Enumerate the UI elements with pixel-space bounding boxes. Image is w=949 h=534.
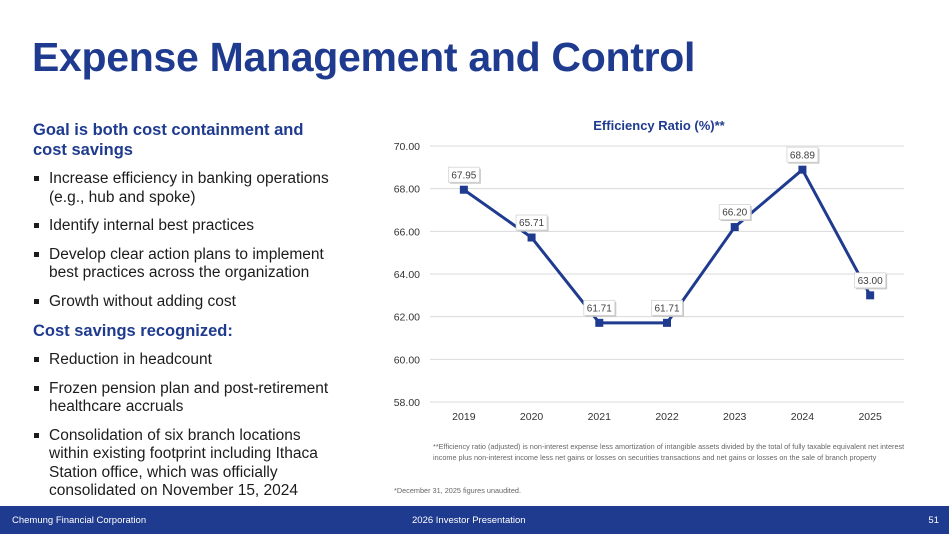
data-label-box <box>786 146 819 163</box>
y-tick-label: 70.00 <box>394 141 420 153</box>
square-bullet-icon <box>34 357 39 362</box>
bullet-item: Consolidation of six branch locations wi… <box>33 427 333 501</box>
square-bullet-icon <box>34 432 39 438</box>
bullet-text: Develop clear action plans to implement … <box>49 245 324 282</box>
data-label-box <box>515 214 548 231</box>
efficiency-ratio-chart: Efficiency Ratio (%)** 58.00 60.00 62.00 64.… <box>360 110 920 440</box>
chart-svg: Efficiency Ratio (%)** 58.00 60.00 62.00 64.… <box>394 118 904 423</box>
data-label-box <box>447 166 480 183</box>
square-bullet-icon <box>34 298 39 304</box>
data-label-box <box>583 299 616 316</box>
bullet-text: Frozen pension plan and post-retirement … <box>49 379 329 416</box>
goal-heading: Goal is both cost containment and cost s… <box>33 121 304 159</box>
unaudited-footnote: *December 31, 2025 figures unaudited. <box>394 486 521 495</box>
data-point-marker <box>866 291 875 300</box>
bullet-item: Increase efficiency in banking operation… <box>33 170 333 207</box>
y-tick-label: 60.00 <box>394 354 420 366</box>
data-label: 68.89 <box>790 150 815 161</box>
efficiency-footnote: **Efficiency ratio (adjusted) is non-int… <box>433 442 905 462</box>
footer-company: Chemung Financial Corporation <box>12 515 147 526</box>
x-tick-label: 2020 <box>520 411 544 423</box>
bullet-item: Develop clear action plans to implement … <box>33 246 333 283</box>
bullet-text: Increase efficiency in banking operation… <box>49 170 329 206</box>
bullet-item: Reduction in headcount <box>33 351 333 370</box>
y-tick-label: 64.00 <box>394 269 420 281</box>
y-tick-label: 58.00 <box>394 397 420 409</box>
left-panel: Goal is both cost containment and cost s… <box>33 120 333 511</box>
data-label: 65.71 <box>519 218 544 229</box>
bullet-text: Identify internal best practices <box>49 217 255 234</box>
x-tick-label: 2025 <box>858 411 882 423</box>
square-bullet-icon <box>34 176 39 181</box>
bullet-text: Reduction in headcount <box>49 351 212 368</box>
chart-title: Efficiency Ratio (%)** <box>593 118 725 133</box>
square-bullet-icon <box>34 385 39 391</box>
bullet-item: Growth without adding cost <box>33 293 333 312</box>
data-point-marker <box>459 185 468 194</box>
data-point-marker <box>730 223 739 232</box>
bullet-text: Consolidation of six branch locations wi… <box>49 426 318 500</box>
data-label: 61.71 <box>654 303 679 314</box>
footer-page-number: 51 <box>928 515 939 526</box>
data-point-marker <box>595 318 604 327</box>
data-label: 61.71 <box>587 303 612 314</box>
series-line <box>462 168 872 325</box>
x-tick-label: 2022 <box>655 411 679 423</box>
square-bullet-icon <box>34 223 39 228</box>
y-tick-label: 66.00 <box>394 226 420 238</box>
data-label: 66.20 <box>722 208 747 219</box>
data-label-box <box>718 204 751 220</box>
x-tick-label: 2019 <box>452 411 476 423</box>
page-title: Expense Management and Control <box>32 34 696 80</box>
footer-bar: Chemung Financial Corporation 2026 Inves… <box>0 506 949 534</box>
footer-presentation: 2026 Investor Presentation <box>412 515 526 526</box>
data-label-box <box>854 272 887 289</box>
data-label: 63.00 <box>858 276 883 287</box>
x-tick-label: 2023 <box>723 411 747 423</box>
data-label: 67.95 <box>451 170 476 181</box>
bullet-item: Frozen pension plan and post-retirement … <box>33 380 333 417</box>
savings-bullet-list: Reduction in headcount Frozen pension pl… <box>33 351 333 501</box>
x-tick-label: 2024 <box>791 411 815 423</box>
y-tick-label: 68.00 <box>394 184 420 196</box>
bullet-text: Growth without adding cost <box>49 292 236 310</box>
y-tick-label: 62.00 <box>394 312 420 324</box>
goal-bullet-list: Increase efficiency in banking operation… <box>33 170 333 311</box>
square-bullet-icon <box>34 251 39 257</box>
savings-heading: Cost savings recognized: <box>33 322 233 340</box>
data-point-marker <box>663 318 671 327</box>
data-point-marker <box>798 165 807 174</box>
data-point-marker <box>527 233 536 242</box>
bullet-item: Identify internal best practices <box>33 217 333 236</box>
data-label-box <box>651 299 683 316</box>
x-tick-label: 2021 <box>588 411 612 423</box>
